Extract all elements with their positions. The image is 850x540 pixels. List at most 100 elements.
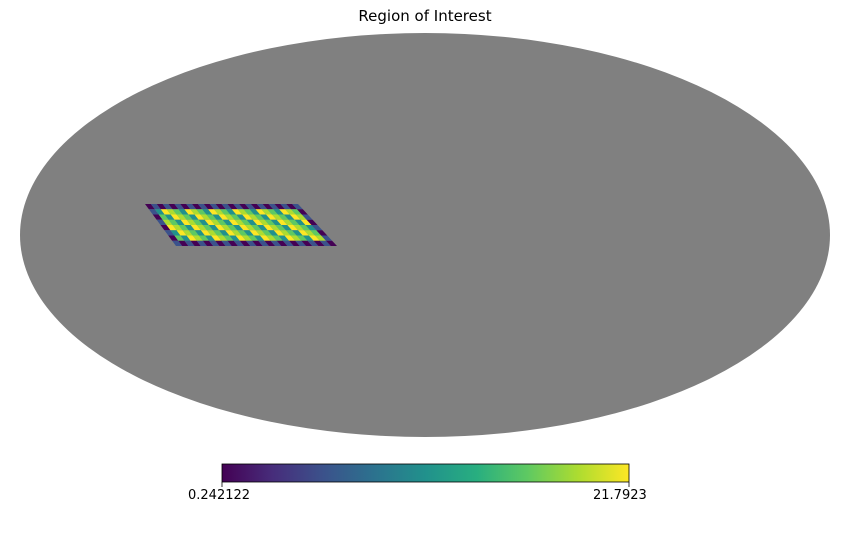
region-cell bbox=[218, 214, 229, 220]
region-cell bbox=[200, 230, 212, 236]
region-cell bbox=[283, 214, 295, 220]
region-cell bbox=[188, 230, 199, 236]
region-cell bbox=[246, 219, 258, 225]
region-cell bbox=[214, 225, 226, 231]
region-cell bbox=[190, 225, 201, 231]
sky-ellipse bbox=[20, 33, 830, 437]
region-cell bbox=[316, 230, 328, 236]
region-cell bbox=[278, 235, 290, 241]
region-cell bbox=[273, 230, 285, 236]
region-cell bbox=[301, 214, 313, 220]
region-cell bbox=[192, 219, 203, 225]
region-cell bbox=[311, 225, 323, 231]
region-cell bbox=[148, 209, 159, 215]
region-cell bbox=[292, 204, 303, 210]
region-cell bbox=[194, 230, 205, 236]
region-cell bbox=[223, 235, 234, 241]
colorbar-min-label: 0.242122 bbox=[188, 488, 251, 503]
region-cell bbox=[249, 230, 260, 236]
region-cell bbox=[211, 235, 222, 241]
region-cell bbox=[225, 209, 237, 215]
region-cell bbox=[164, 230, 175, 236]
region-cell bbox=[325, 240, 337, 246]
region-cell bbox=[209, 240, 220, 246]
region-cell bbox=[194, 214, 205, 220]
region-cell bbox=[164, 214, 175, 220]
region-cell bbox=[301, 240, 313, 246]
region-cell bbox=[264, 219, 276, 225]
region-cell bbox=[300, 219, 312, 225]
region-cell bbox=[243, 209, 255, 215]
region-cell bbox=[226, 225, 238, 231]
region-cell bbox=[180, 204, 191, 210]
region-cell bbox=[279, 230, 291, 236]
region-cell bbox=[274, 204, 286, 210]
region-cell bbox=[282, 240, 294, 246]
region-cell bbox=[190, 209, 201, 215]
region-cell bbox=[294, 219, 306, 225]
region-cell bbox=[198, 235, 210, 241]
region-cell bbox=[307, 240, 319, 246]
region-cell bbox=[298, 230, 309, 236]
region-cell bbox=[239, 204, 250, 210]
region-cell bbox=[241, 235, 253, 241]
region-cell bbox=[252, 219, 264, 225]
region-cell bbox=[296, 235, 308, 241]
region-cell bbox=[231, 230, 242, 236]
region-cell bbox=[250, 204, 262, 210]
region-cell bbox=[172, 225, 183, 231]
region-cell bbox=[273, 209, 284, 215]
region-cell bbox=[215, 240, 226, 246]
region-cell bbox=[306, 219, 318, 225]
region-cell bbox=[295, 214, 307, 220]
region-cell bbox=[240, 219, 252, 225]
region-cell bbox=[253, 235, 265, 241]
region-cell bbox=[315, 235, 326, 241]
region-cell bbox=[286, 204, 297, 210]
region-cell bbox=[219, 209, 231, 215]
region-cell bbox=[248, 214, 259, 220]
region-cell bbox=[269, 225, 280, 231]
region-cell bbox=[237, 230, 248, 236]
region-cell bbox=[289, 240, 300, 246]
region-cell bbox=[257, 225, 268, 231]
region-cell bbox=[184, 209, 195, 215]
region-cell bbox=[249, 209, 261, 215]
region-cell bbox=[158, 214, 169, 220]
region-cell bbox=[178, 240, 189, 246]
region-cell bbox=[178, 209, 189, 215]
region-cell bbox=[313, 240, 325, 246]
region-cell bbox=[270, 219, 282, 225]
region-cell bbox=[215, 204, 226, 210]
region-cell bbox=[267, 230, 279, 236]
region-cell bbox=[293, 225, 305, 231]
region-cell bbox=[261, 209, 272, 215]
region-cell bbox=[166, 209, 177, 215]
region-cell bbox=[210, 219, 221, 225]
region-cell bbox=[186, 204, 197, 210]
region-cell bbox=[162, 219, 173, 225]
region-cell bbox=[319, 240, 331, 246]
region-cell bbox=[196, 225, 207, 231]
region-cell bbox=[235, 235, 246, 241]
region-cell bbox=[170, 214, 181, 220]
region-cell bbox=[305, 225, 317, 231]
region-cell bbox=[255, 209, 267, 215]
region-cell bbox=[182, 230, 193, 236]
region-cell bbox=[245, 240, 257, 246]
region-cell bbox=[288, 219, 300, 225]
region-cell bbox=[204, 235, 216, 241]
region-cell bbox=[276, 240, 288, 246]
region-cell bbox=[262, 204, 274, 210]
region-cell bbox=[174, 235, 185, 241]
region-cell bbox=[270, 240, 282, 246]
region-cell bbox=[258, 219, 270, 225]
region-cell bbox=[206, 230, 218, 236]
region-cell bbox=[198, 219, 209, 225]
region-cell bbox=[180, 219, 191, 225]
region-cell bbox=[202, 225, 213, 231]
region-cell bbox=[202, 209, 213, 215]
region-cell bbox=[289, 214, 301, 220]
